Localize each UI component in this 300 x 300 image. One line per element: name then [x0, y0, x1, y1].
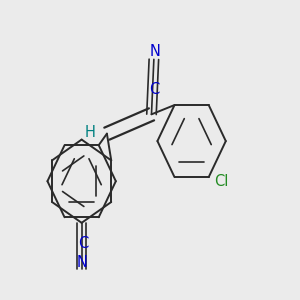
Text: C: C	[78, 236, 88, 250]
Text: H: H	[84, 125, 95, 140]
Text: N: N	[150, 44, 161, 59]
Text: C: C	[149, 82, 159, 97]
Text: Cl: Cl	[214, 174, 228, 189]
Text: N: N	[77, 255, 88, 270]
